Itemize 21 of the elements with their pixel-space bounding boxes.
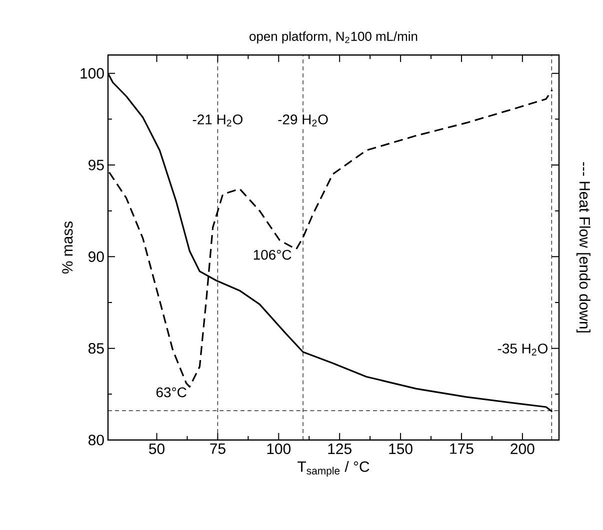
y-axis-title: % mass [62,221,73,274]
x-tick-label: 50 [149,444,164,454]
x-tick-label: 175 [450,444,474,454]
x-tick-label: 75 [210,444,226,454]
y-tick-label: 90 [88,251,104,262]
y-tick-label: 85 [88,343,104,354]
x-tick-label: 125 [328,444,352,454]
ref-line-label: -29 H$_{2}$O [278,114,328,126]
y-tick-label: 100 [80,68,104,79]
annotation: 106°C [254,250,292,260]
chart-title: open platform, N$_{2}$100 mL/min [250,31,418,44]
ref-line-label: -21 H$_{2}$O [192,114,242,126]
x-tick-label: 200 [510,444,534,454]
x-axis-title: T$_{sample}$ / °C [298,460,370,477]
y-tick-label: 80 [88,434,104,446]
x-tick-label: 100 [267,444,291,454]
x-tick-label: 150 [389,444,412,454]
y-tick-label: 95 [88,160,104,170]
ref-line-label: -35 H$_{2}$O [498,344,548,356]
annotation: 63°C [156,387,186,398]
y2-axis-title: --- Heat Flow [endo down] [576,162,590,332]
